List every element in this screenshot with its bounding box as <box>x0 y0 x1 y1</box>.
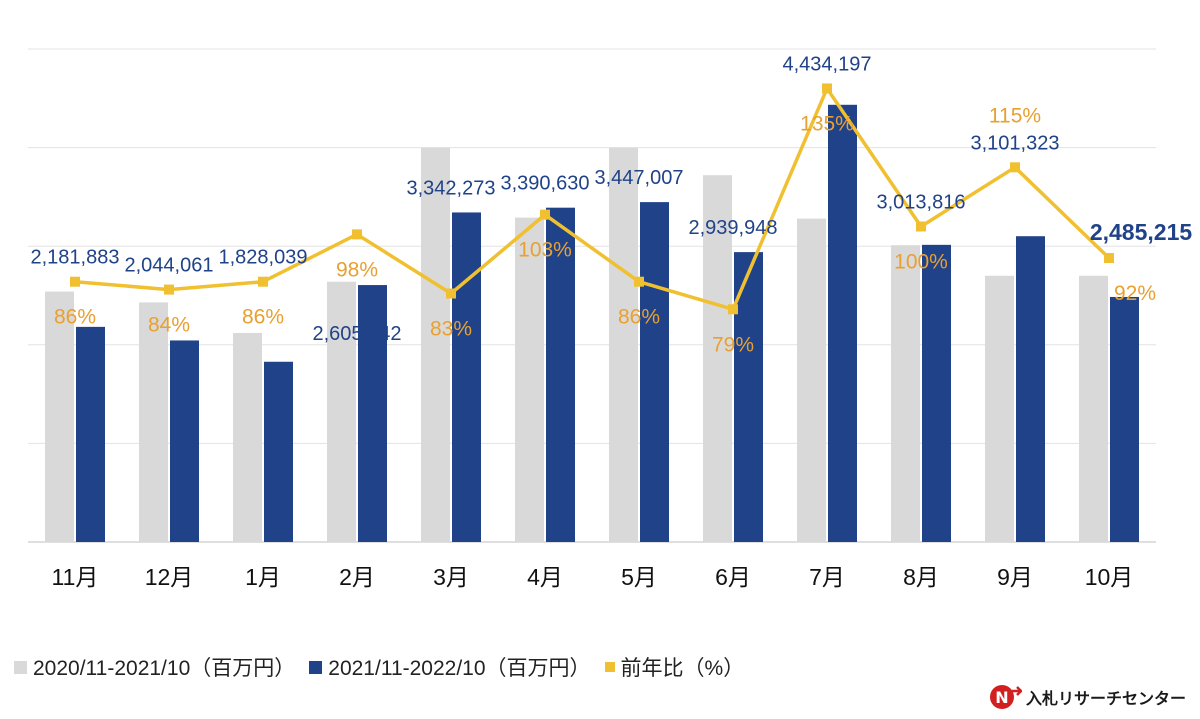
curr-value-label-8: 2,939,948 <box>689 217 778 239</box>
legend-label-prev: 2020/11-2021/10（百万円） <box>33 657 296 680</box>
x-tick-label-6: 4月 <box>527 564 563 590</box>
yoy-marker-6 <box>540 209 550 220</box>
yoy-marker-3 <box>258 276 268 287</box>
bar-prev-10 <box>891 245 920 543</box>
yoy-pct-label-5: 83% <box>430 318 472 341</box>
curr-value-label-10: 3,013,816 <box>877 191 966 213</box>
logo-text: 入札リサーチセンター <box>1025 689 1186 708</box>
yoy-pct-label-6: 103% <box>518 239 572 262</box>
bar-curr-3 <box>264 361 293 542</box>
bar-curr-5 <box>452 212 481 542</box>
bars-current-year <box>76 104 1139 543</box>
bars-previous-year <box>45 147 1108 543</box>
x-axis-tick-labels: 11月 12月 1月 2月 3月 4月 5月 6月 7月 8月 9月 10月 <box>52 564 1134 590</box>
curr-value-label-9: 4,434,197 <box>783 53 872 75</box>
yoy-pct-label-2: 84% <box>148 314 190 337</box>
curr-value-label-2: 2,044,061 <box>125 255 214 277</box>
x-tick-label-7: 5月 <box>621 564 657 590</box>
bar-prev-6 <box>515 217 544 542</box>
x-tick-label-11: 9月 <box>997 564 1033 590</box>
curr-value-label-5: 3,342,273 <box>407 177 496 199</box>
legend-label-yoy: 前年比（%） <box>620 657 745 680</box>
yoy-pct-label-8: 79% <box>712 333 754 356</box>
bar-prev-12 <box>1079 275 1108 542</box>
bar-prev-9 <box>797 218 826 543</box>
yoy-pct-label-7: 86% <box>618 306 660 329</box>
yoy-marker-4 <box>352 229 362 240</box>
bar-curr-1 <box>76 326 105 542</box>
bar-curr-2 <box>170 340 199 542</box>
yoy-pct-label-11: 115% <box>989 104 1041 127</box>
x-tick-label-2: 12月 <box>145 564 194 590</box>
bar-curr-11 <box>1016 236 1045 543</box>
curr-value-label-3: 1,828,039 <box>219 247 308 269</box>
legend-swatch-prev <box>14 660 27 674</box>
brand-logo: N 入札リサーチセンター <box>989 683 1186 711</box>
x-tick-label-10: 8月 <box>903 564 939 590</box>
yoy-marker-9 <box>822 83 832 94</box>
bar-prev-4 <box>327 281 356 542</box>
yoy-marker-10 <box>916 221 926 232</box>
x-tick-label-4: 2月 <box>339 564 375 590</box>
yoy-pct-label-10: 100% <box>894 250 948 273</box>
x-tick-label-1: 11月 <box>52 564 99 590</box>
yoy-pct-label-9: 135% <box>800 112 854 135</box>
x-tick-label-5: 3月 <box>433 564 469 590</box>
x-tick-label-9: 7月 <box>809 564 845 590</box>
yoy-marker-12 <box>1104 253 1114 264</box>
legend-item-curr[interactable]: 2021/11-2022/10（百万円） <box>309 652 591 682</box>
bar-curr-10 <box>922 244 951 542</box>
yoy-marker-5 <box>446 288 456 299</box>
curr-value-label-12: 2,485,215 <box>1090 219 1193 245</box>
legend-label-curr: 2021/11-2022/10（百万円） <box>328 657 591 680</box>
legend-item-prev[interactable]: 2020/11-2021/10（百万円） <box>14 652 295 682</box>
bar-curr-7 <box>640 202 669 542</box>
curr-value-label-6: 3,390,630 <box>501 173 590 195</box>
legend-item-yoy[interactable]: 前年比（%） <box>604 652 745 682</box>
yoy-marker-11 <box>1010 162 1020 173</box>
yoy-pct-label-1: 86% <box>54 306 96 329</box>
yoy-pct-label-4: 98% <box>336 258 378 281</box>
legend-swatch-yoy <box>604 662 615 672</box>
yoy-pct-label-12: 92% <box>1114 282 1156 305</box>
curr-value-label-11: 3,101,323 <box>971 132 1060 154</box>
yoy-marker-7 <box>634 276 644 287</box>
bar-curr-6 <box>546 207 575 542</box>
x-tick-label-8: 6月 <box>715 564 751 590</box>
bar-prev-2 <box>139 302 168 542</box>
curr-value-label-1: 2,181,883 <box>31 247 120 269</box>
bar-curr-4 <box>358 285 387 542</box>
yoy-marker-8 <box>728 304 738 315</box>
yoy-line <box>74 86 1111 312</box>
bar-curr-9 <box>828 104 857 542</box>
legend-swatch-curr <box>309 660 323 674</box>
bar-curr-12 <box>1110 296 1139 542</box>
x-tick-label-12: 10月 <box>1085 564 1134 590</box>
bar-prev-1 <box>45 291 74 542</box>
bar-curr-8 <box>734 252 763 542</box>
yoy-line-series <box>70 83 1114 315</box>
curr-value-label-4: 2,605,842 <box>313 323 402 345</box>
data-labels: 2,181,883 2,044,061 1,828,039 2,605,842 3,34… <box>31 53 1193 356</box>
bar-prev-11 <box>985 275 1014 542</box>
x-tick-label-3: 1月 <box>245 564 281 590</box>
bar-prev-3 <box>233 332 262 542</box>
bar-prev-8 <box>703 175 732 542</box>
combo-chart: 11月 12月 1月 2月 3月 4月 5月 6月 7月 8月 9月 10月 2,181,883 2,0… <box>28 48 1193 590</box>
yoy-marker-2 <box>164 284 174 295</box>
logo-mark-icon: N <box>989 685 1022 709</box>
curr-value-label-7: 3,447,007 <box>595 167 684 189</box>
yoy-pct-label-3: 86% <box>242 306 284 329</box>
legend: 2020/11-2021/10（百万円） 2021/11-2022/10（百万円… <box>14 652 758 682</box>
bar-prev-5 <box>421 147 450 542</box>
yoy-marker-1 <box>70 276 80 287</box>
bar-prev-7 <box>609 147 638 542</box>
svg-text:N: N <box>995 688 1008 707</box>
